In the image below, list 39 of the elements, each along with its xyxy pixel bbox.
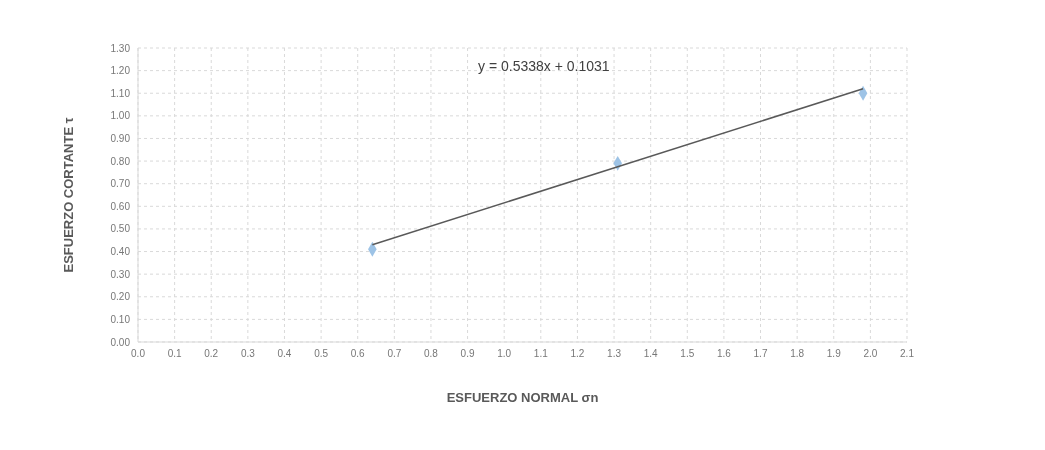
x-tick-label: 1.2 [570, 348, 585, 360]
y-tick-label: 0.40 [110, 246, 131, 258]
x-tick-label: 2.0 [863, 348, 878, 360]
x-tick-label: 0.7 [387, 348, 402, 360]
x-tick-label: 0.8 [424, 348, 439, 360]
y-tick-label: 0.20 [110, 291, 131, 303]
y-tick-label: 0.90 [110, 133, 131, 145]
x-tick-label: 1.5 [680, 348, 695, 360]
y-tick-label: 1.00 [110, 110, 131, 122]
x-tick-label: 0.6 [350, 348, 366, 360]
y-axis-title: ESFUERZO CORTANTE τ [60, 117, 76, 273]
y-tick-label: 1.20 [110, 65, 131, 77]
x-tick-label: 0.5 [314, 348, 329, 360]
y-tick-label: 0.80 [110, 155, 131, 167]
y-tick-label: 0.30 [110, 268, 131, 280]
x-tick-label: 1.7 [753, 348, 768, 360]
x-tick-label: 1.6 [716, 348, 732, 360]
y-tick-label: 1.10 [110, 87, 131, 99]
x-tick-label: 1.3 [607, 348, 622, 360]
x-tick-label: 1.8 [790, 348, 805, 360]
x-tick-label: 2.1 [900, 348, 915, 360]
x-tick-label: 0.9 [460, 348, 475, 360]
x-tick-label: 1.4 [643, 348, 659, 360]
x-tick-label: 0.0 [131, 348, 146, 360]
x-tick-label: 0.1 [167, 348, 183, 360]
y-tick-label: 0.60 [110, 200, 131, 212]
y-tick-label: 1.30 [110, 42, 131, 54]
y-tick-label: 0.70 [110, 178, 131, 190]
x-tick-label: 0.3 [240, 348, 256, 360]
x-tick-label: 0.2 [204, 348, 219, 360]
y-tick-label: 0.50 [110, 223, 131, 235]
x-axis-title: ESFUERZO NORMAL σn [446, 390, 599, 405]
x-tick-label: 1.9 [826, 348, 842, 360]
x-tick-label: 0.4 [277, 348, 292, 360]
annotation: y = 0.5338x + 0.1031 [478, 58, 610, 74]
y-tick-label: 0.10 [110, 313, 131, 325]
x-tick-label: 1.0 [497, 348, 512, 360]
x-tick-label: 1.1 [533, 348, 549, 360]
y-tick-label: 0.00 [110, 336, 131, 348]
